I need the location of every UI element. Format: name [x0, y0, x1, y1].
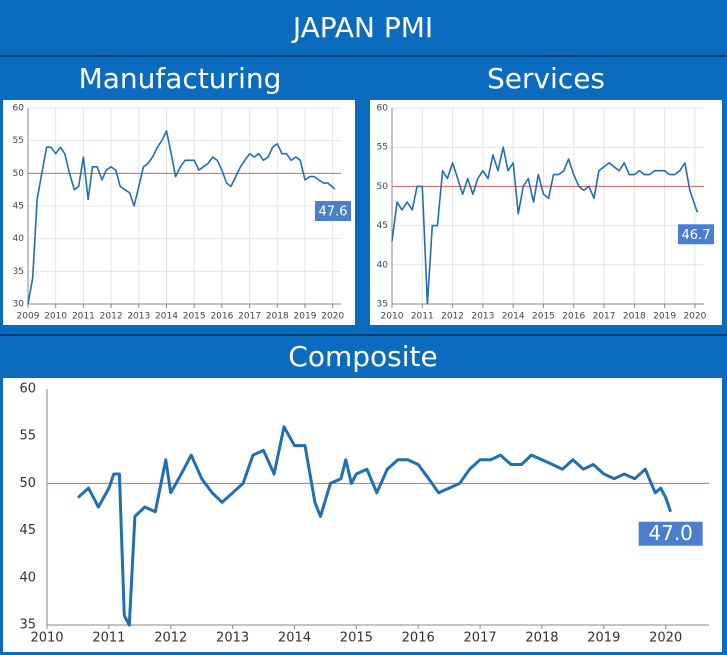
chart: 35 40 45 50 55 60 2010 2011 2012 2013 2014 2015 2016… — [19, 382, 709, 646]
x-tick-label: 2012 — [441, 312, 464, 322]
x-tick-label: 2019 — [587, 631, 620, 646]
y-tick-label: 50 — [13, 169, 25, 179]
end-label-box — [315, 201, 351, 222]
x-tick-label: 2014 — [278, 631, 311, 646]
x-tick-label: 2017 — [238, 312, 261, 322]
x-tick-label: 2018 — [266, 312, 289, 322]
chart-title: Composite — [288, 340, 437, 373]
y-tick-label: 60 — [13, 104, 25, 114]
x-tick-label: 2016 — [210, 312, 233, 322]
y-tick-label: 55 — [377, 143, 388, 153]
y-tick-label: 50 — [377, 182, 389, 192]
y-tick-label: 60 — [377, 104, 389, 114]
series-line — [391, 146, 699, 305]
y-tick-label: 35 — [19, 618, 36, 633]
x-tick-label: 2018 — [623, 312, 646, 322]
x-tick-label: 2010 — [30, 631, 63, 646]
x-tick-label: 2009 — [17, 312, 40, 322]
x-tick-label: 2014 — [502, 312, 525, 322]
x-tick-label: 2011 — [92, 631, 125, 646]
end-label: 47.6 — [319, 205, 348, 220]
x-tick-label: 2013 — [471, 312, 494, 322]
y-tick-label: 40 — [377, 260, 389, 270]
y-tick-label: 45 — [13, 202, 24, 212]
x-tick-label: 2016 — [402, 631, 435, 646]
x-tick-label: 2012 — [100, 312, 123, 322]
y-tick-label: 45 — [377, 221, 388, 231]
x-tick-label: 2015 — [532, 312, 555, 322]
panel — [3, 100, 355, 325]
y-tick-label: 45 — [19, 523, 36, 538]
x-tick-label: 2013 — [216, 631, 249, 646]
x-tick-label: 2011 — [411, 312, 434, 322]
chart: 35 40 45 50 55 60 2010 2011 2012 2013 2014 2015 2016… — [377, 104, 714, 322]
y-tick-label: 30 — [13, 300, 25, 310]
y-tick-label: 55 — [13, 136, 24, 146]
chart: 30 35 40 45 50 55 60 2009 2010 2011 2012 2013 2014 20… — [13, 104, 351, 322]
end-label-box — [678, 224, 714, 245]
y-tick-label: 35 — [13, 267, 24, 277]
x-tick-label: 2020 — [321, 312, 344, 322]
y-tick-label: 35 — [377, 300, 388, 310]
x-tick-label: 2010 — [44, 312, 67, 322]
x-tick-label: 2013 — [127, 312, 150, 322]
x-tick-label: 2019 — [294, 312, 317, 322]
y-tick-label: 55 — [19, 429, 36, 444]
series-line — [27, 130, 336, 305]
panel — [3, 378, 722, 652]
x-tick-label: 2017 — [593, 312, 616, 322]
x-tick-label: 2011 — [72, 312, 95, 322]
x-tick-label: 2018 — [525, 631, 558, 646]
x-tick-label: 2019 — [653, 312, 676, 322]
chart-title: Services — [487, 62, 605, 95]
x-tick-label: 2015 — [340, 631, 373, 646]
x-tick-label: 2012 — [154, 631, 187, 646]
x-tick-label: 2020 — [683, 312, 706, 322]
page-title: JAPAN PMI — [291, 11, 433, 44]
end-label-box — [638, 521, 703, 546]
series-line — [76, 425, 673, 627]
x-tick-label: 2016 — [562, 312, 585, 322]
y-tick-label: 50 — [19, 476, 36, 491]
y-tick-label: 40 — [19, 570, 36, 585]
x-tick-label: 2015 — [183, 312, 206, 322]
x-tick-label: 2020 — [649, 631, 682, 646]
y-tick-label: 60 — [19, 382, 36, 397]
x-tick-label: 2014 — [155, 312, 178, 322]
x-tick-label: 2010 — [381, 312, 404, 322]
x-tick-label: 2017 — [464, 631, 497, 646]
end-label: 46.7 — [682, 228, 711, 243]
end-label: 47.0 — [648, 521, 693, 545]
y-tick-label: 40 — [13, 234, 25, 244]
chart-title: Manufacturing — [79, 62, 282, 95]
